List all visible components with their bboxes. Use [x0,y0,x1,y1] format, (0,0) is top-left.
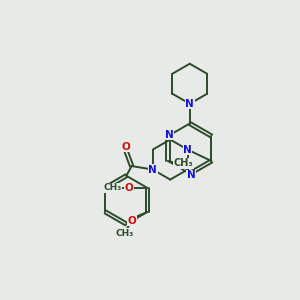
Text: N: N [183,145,192,154]
Text: O: O [128,216,136,226]
Text: O: O [122,142,131,152]
Text: CH₃: CH₃ [174,158,193,168]
Text: N: N [187,170,196,180]
Text: N: N [148,165,157,175]
Text: CH₃: CH₃ [103,183,122,192]
Text: N: N [165,130,174,140]
Text: CH₃: CH₃ [115,229,134,238]
Text: N: N [185,99,194,109]
Text: O: O [124,183,134,193]
